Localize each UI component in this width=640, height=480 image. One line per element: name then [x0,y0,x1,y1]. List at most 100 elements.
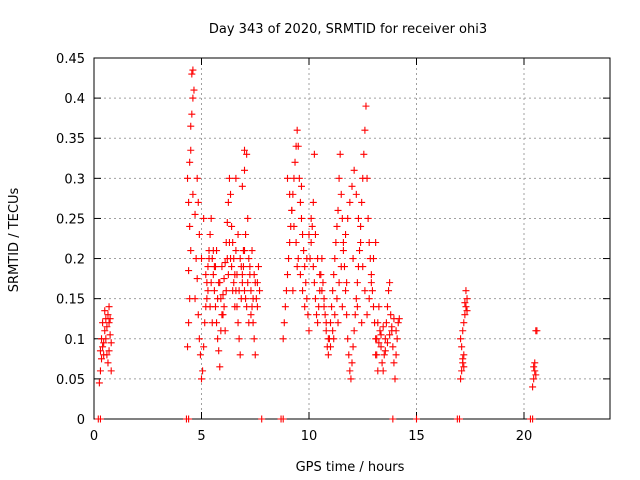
data-point [413,415,420,423]
data-point [531,367,539,375]
data-point [186,158,194,166]
data-point [188,110,196,118]
data-point [196,351,204,359]
data-point [241,166,248,174]
data-point [295,174,303,182]
y-tick-label: 0.2 [64,253,85,268]
data-point [245,255,253,263]
data-point [104,311,112,319]
data-point [204,287,212,295]
data-point [344,214,352,222]
data-point [394,319,402,327]
data-point [233,271,241,279]
data-point [227,255,235,263]
data-point [201,319,209,327]
data-point [322,327,330,335]
data-point [242,230,250,238]
data-point [294,142,302,150]
data-point [225,239,233,247]
x-tick-label: 15 [408,429,425,444]
data-point [329,287,337,295]
data-point [214,295,222,303]
data-point [187,146,195,154]
data-point [211,263,219,271]
data-point [350,166,358,174]
data-point [339,247,347,255]
y-axis-title: SRMTID / TECUs [7,188,22,293]
data-point [107,367,115,375]
data-point [309,198,317,206]
data-point [291,158,299,166]
data-point [352,295,360,303]
data-point [460,363,468,371]
data-point [215,347,223,355]
data-point [389,415,397,423]
data-point [337,190,345,198]
data-point [189,190,197,198]
data-point [460,319,468,327]
data-point [391,375,399,383]
data-point [209,271,217,279]
data-point [218,263,226,271]
data-point [308,222,316,230]
data-point [370,255,377,263]
data-point [104,359,112,367]
data-point [203,295,211,303]
data-point [204,263,212,271]
data-point [303,295,311,303]
data-point [357,222,365,230]
data-point [187,247,195,255]
data-point [304,311,312,319]
data-point [383,339,391,347]
data-point [258,415,266,423]
data-point [251,351,259,359]
data-point [461,299,469,307]
data-point [194,311,202,319]
data-point [241,146,248,154]
data-point [189,94,197,102]
data-point [185,415,193,423]
data-point [237,263,245,271]
data-point [292,239,300,247]
data-point [279,415,287,423]
data-point [297,182,305,190]
data-point [372,239,380,247]
x-tick-label: 20 [516,429,533,444]
data-point [286,190,294,198]
data-point [307,214,315,222]
data-point [207,279,215,287]
y-tick-label: 0.3 [64,172,85,187]
data-point [239,247,247,255]
data-point [382,319,390,327]
data-point [390,315,398,323]
data-point [106,315,114,323]
data-point [330,335,338,343]
data-point [307,239,315,247]
data-point [191,295,199,303]
data-point [461,311,469,319]
data-point [193,174,201,182]
data-point [333,222,341,230]
data-point [529,415,537,423]
data-point [289,287,297,295]
data-point [189,66,197,74]
data-point [393,335,401,343]
data-point [284,174,291,182]
data-point [530,375,538,383]
data-point [379,367,387,375]
data-point [379,323,387,331]
data-point [293,263,301,271]
data-point [187,122,195,130]
data-point [334,206,342,214]
data-point [363,311,371,319]
data-point [96,415,104,423]
data-point [367,279,375,287]
data-point [195,230,203,238]
data-point [329,327,337,335]
data-point [202,271,210,279]
data-point [281,303,289,311]
data-point [356,247,364,255]
data-point [368,287,376,295]
data-point [345,351,353,359]
data-point [299,230,307,238]
